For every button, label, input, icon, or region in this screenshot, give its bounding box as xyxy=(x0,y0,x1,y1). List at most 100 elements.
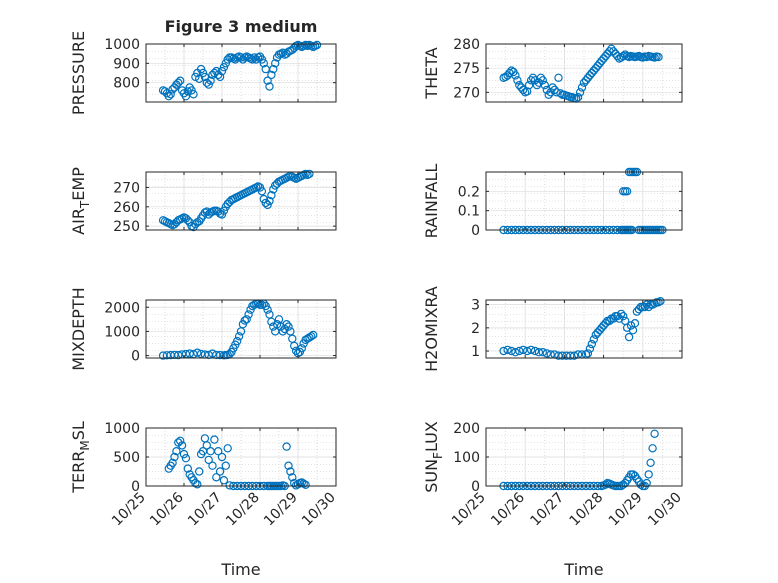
data-point xyxy=(221,461,230,470)
data-point xyxy=(175,76,185,85)
data-point xyxy=(269,185,278,194)
data-point xyxy=(305,169,314,179)
data-point xyxy=(269,64,278,74)
data-point xyxy=(194,74,204,84)
series-markers xyxy=(158,169,314,232)
y-tick-label: 3 xyxy=(471,298,480,314)
x-axis-label: Time xyxy=(220,560,260,579)
data-point xyxy=(558,351,567,360)
data-point xyxy=(181,91,191,101)
y-tick-label: 280 xyxy=(453,37,480,53)
y-axis-label: PRESSURE xyxy=(69,31,88,115)
data-point xyxy=(570,351,579,360)
data-point xyxy=(630,319,640,328)
data-point xyxy=(577,83,587,92)
series-markers xyxy=(158,40,322,101)
data-point xyxy=(519,345,528,355)
axes-box xyxy=(485,43,683,103)
y-tick-label: 0 xyxy=(471,479,480,495)
data-point xyxy=(166,90,175,99)
y-tick-label: 0.1 xyxy=(458,204,480,220)
data-point xyxy=(263,200,272,210)
data-point xyxy=(511,348,520,357)
x-axis-label: Time xyxy=(563,560,603,579)
data-point xyxy=(223,444,232,453)
data-point xyxy=(650,429,659,438)
data-point xyxy=(263,305,272,314)
y-tick-label: 100 xyxy=(453,450,480,466)
data-point xyxy=(164,91,173,101)
axes-box xyxy=(145,299,337,359)
data-point xyxy=(290,341,299,351)
data-point xyxy=(202,441,211,450)
data-point xyxy=(536,73,546,83)
data-point xyxy=(183,464,192,473)
data-point xyxy=(263,76,272,85)
data-point xyxy=(589,335,599,344)
data-point xyxy=(575,88,585,97)
y-tick-label: 800 xyxy=(113,76,140,92)
data-point xyxy=(540,80,550,90)
data-point xyxy=(654,52,663,62)
data-point xyxy=(217,452,227,462)
data-point xyxy=(648,444,657,453)
data-point xyxy=(499,346,508,356)
data-point xyxy=(299,479,308,488)
data-point xyxy=(528,73,538,83)
data-point xyxy=(208,461,217,470)
data-point xyxy=(626,321,636,330)
data-point xyxy=(511,71,520,80)
data-point xyxy=(215,467,225,476)
data-point xyxy=(524,80,534,90)
subplot-1: 800 900 1000 PRESSURE Figure 3 medium xyxy=(69,17,337,115)
data-point xyxy=(301,480,310,489)
data-point xyxy=(168,458,177,467)
series-markers xyxy=(499,44,663,103)
data-point xyxy=(183,216,192,225)
data-point xyxy=(196,64,206,74)
data-point xyxy=(204,80,213,89)
y-tick-label: 900 xyxy=(113,56,140,72)
data-point xyxy=(282,442,291,451)
data-point xyxy=(257,300,267,309)
data-point xyxy=(198,68,208,78)
data-point xyxy=(607,44,616,54)
y-axis-label: RAINFALL xyxy=(422,164,441,239)
data-point xyxy=(210,435,219,444)
data-point xyxy=(583,349,593,358)
data-point xyxy=(244,310,253,319)
data-point xyxy=(265,196,274,206)
data-point xyxy=(232,336,242,346)
data-point xyxy=(189,90,198,99)
data-point xyxy=(181,454,191,463)
y-axis-label: TERRMSL xyxy=(69,421,92,494)
data-point xyxy=(208,349,217,358)
subplot-5: 0 1000 2000 MIXDEPTH xyxy=(69,287,337,371)
data-point xyxy=(248,55,257,64)
data-point xyxy=(619,312,628,321)
plot-area xyxy=(146,300,336,358)
data-point xyxy=(526,76,536,85)
y-tick-label: 1000 xyxy=(104,421,140,437)
y-tick-label: 0 xyxy=(131,479,140,495)
data-point xyxy=(601,480,610,489)
data-point xyxy=(174,78,183,87)
data-point xyxy=(617,309,626,319)
data-point xyxy=(212,473,221,482)
data-point xyxy=(240,316,249,325)
data-point xyxy=(278,48,287,57)
data-point xyxy=(271,59,280,68)
y-tick-label: 1000 xyxy=(104,324,140,340)
data-point xyxy=(284,322,293,331)
data-point xyxy=(193,348,202,357)
data-point xyxy=(503,345,512,355)
data-point xyxy=(519,85,528,95)
data-point xyxy=(624,332,634,342)
axes-box xyxy=(145,43,337,103)
data-point xyxy=(170,452,179,462)
data-point xyxy=(585,344,595,353)
chart-title: Figure 3 medium xyxy=(165,17,318,36)
data-point xyxy=(544,90,553,100)
data-point xyxy=(307,332,316,341)
